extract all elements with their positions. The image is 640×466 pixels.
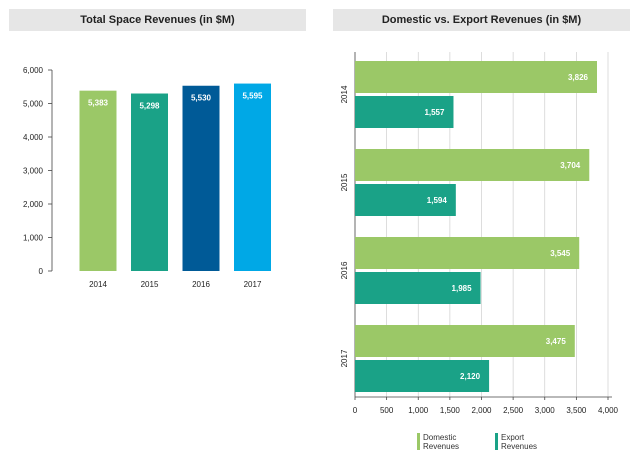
bar-export-2016 [355,272,481,304]
y-tick-label: 4,000 [23,133,44,142]
x-tick-label-2017: 2017 [244,280,262,289]
bar-2015 [131,93,168,271]
legend-label-domestic-line1: Domestic [423,433,457,442]
x-tick-label-2015: 2015 [141,280,159,289]
bar-2017 [234,83,271,271]
legend-swatch-export [495,433,498,450]
y-tick-label: 2,000 [23,200,44,209]
y-category-label-2016: 2016 [340,261,349,279]
data-label-2017: 5,595 [242,92,263,101]
bar-domestic-2016 [355,237,580,269]
x-tick-label: 4,000 [598,406,619,415]
data-label-domestic-2014: 3,826 [568,73,589,82]
y-category-label-2017: 2017 [340,349,349,367]
x-tick-label: 2,000 [471,406,492,415]
legend-item-domestic: Domestic Revenues [417,433,473,451]
left-chart-title: Total Space Revenues (in $M) [9,9,306,31]
x-tick-label-2016: 2016 [192,280,210,289]
data-label-2016: 5,530 [191,94,212,103]
y-tick-label: 0 [39,267,44,276]
bar-export-2015 [355,184,456,216]
bar-domestic-2017 [355,325,575,357]
data-label-domestic-2016: 3,545 [550,249,571,258]
data-label-2015: 5,298 [139,102,160,111]
legend-swatch-domestic [417,433,420,450]
legend-label-export-line1: Export [501,433,525,442]
x-tick-label: 500 [380,406,394,415]
y-category-label-2015: 2015 [340,173,349,191]
x-tick-label: 1,500 [440,406,461,415]
y-tick-label: 1,000 [23,234,44,243]
x-tick-label-2014: 2014 [89,280,107,289]
legend-label-domestic-line2: Revenues [423,442,460,451]
bar-export-2014 [355,96,454,128]
right-chart-title: Domestic vs. Export Revenues (in $M) [333,9,630,31]
bar-2014 [79,90,117,272]
data-label-export-2016: 1,985 [452,284,473,293]
x-tick-label: 0 [353,406,358,415]
bar-export-2017 [355,360,490,392]
y-category-label-2014: 2014 [340,85,349,103]
data-label-export-2014: 1,557 [424,108,445,117]
x-tick-label: 3,500 [566,406,587,415]
y-tick-label: 5,000 [23,100,44,109]
legend-item-export: Export Revenues [495,433,551,451]
y-tick-label: 6,000 [23,66,44,75]
data-label-domestic-2017: 3,475 [546,337,567,346]
bar-2016 [182,85,220,272]
x-tick-label: 3,000 [535,406,556,415]
data-label-export-2015: 1,594 [427,196,448,205]
bar-domestic-2015 [355,149,590,181]
x-tick-label: 2,500 [503,406,524,415]
y-tick-label: 3,000 [23,167,44,176]
legend-label-export-line2: Revenues [501,442,538,451]
bar-domestic-2014 [355,61,597,93]
data-label-export-2017: 2,120 [460,372,481,381]
x-tick-label: 1,000 [408,406,429,415]
data-label-2014: 5,383 [88,99,109,108]
data-label-domestic-2015: 3,704 [560,161,581,170]
